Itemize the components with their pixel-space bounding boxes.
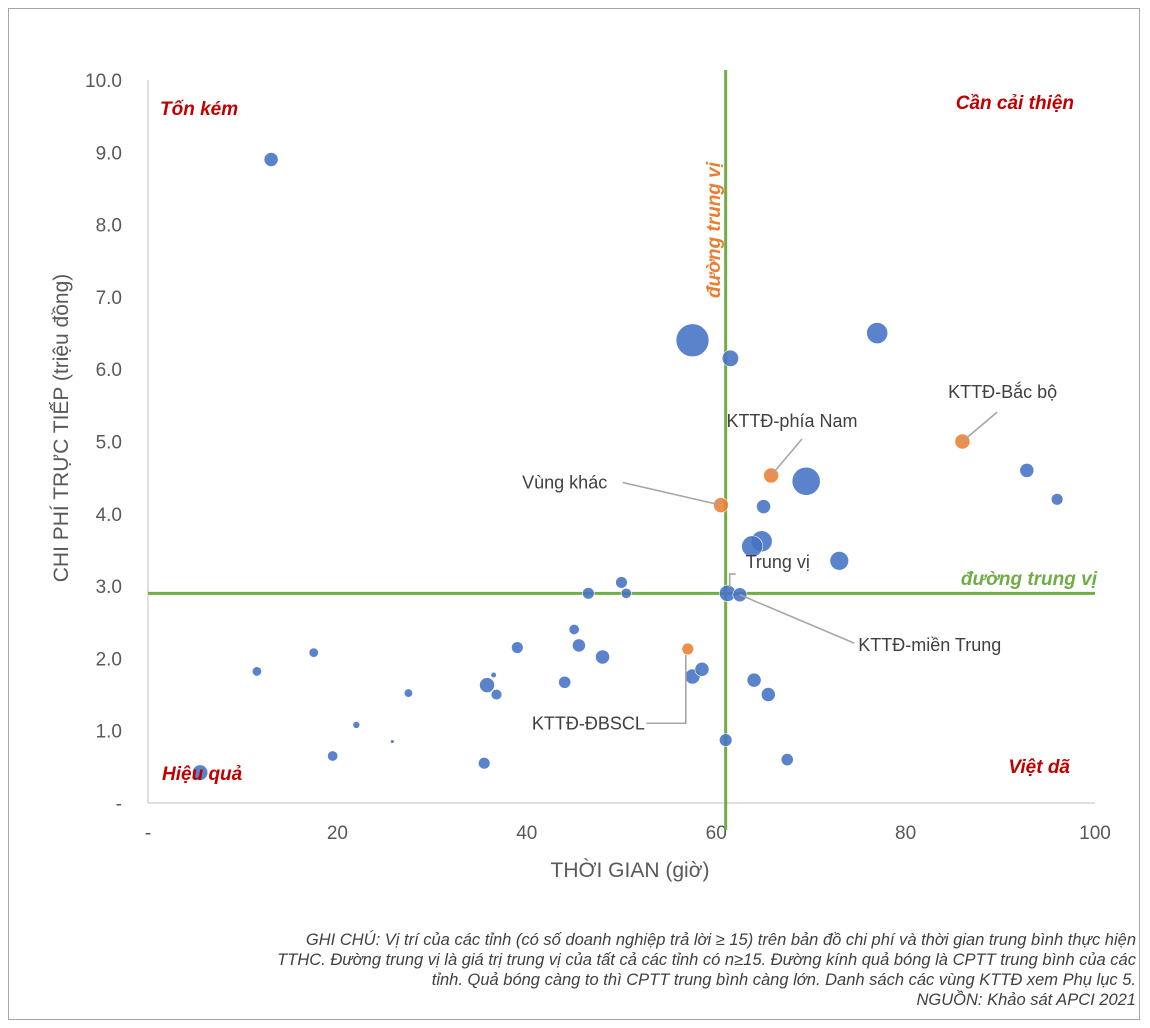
bubble <box>595 649 610 665</box>
annotation-label: Trung vị <box>746 552 810 572</box>
annotations: KTTĐ-Bắc bộ KTTĐ-phía Nam Vùng khác Trung v… <box>522 381 1057 733</box>
bubble <box>479 677 495 693</box>
bubble <box>719 733 733 747</box>
y-tick-label: - <box>116 794 122 815</box>
footnote-line-2: TTHC. Đường trung vị là giá trị trung vị… <box>277 951 1136 969</box>
bubble <box>478 757 491 770</box>
footnote: GHI CHÚ: Vị trí của các tỉnh (có số doan… <box>36 930 1136 1010</box>
median-label-horizontal: đường trung vị <box>961 569 1098 590</box>
bubble <box>756 499 771 514</box>
bubble <box>791 466 821 496</box>
bubble <box>263 152 279 167</box>
annotation-label: Vùng khác <box>522 472 607 492</box>
bubble <box>746 672 762 688</box>
y-tick-label: 8.0 <box>96 216 122 237</box>
footnote-line-4: NGUỒN: Khảo sát APCI 2021 <box>916 991 1137 1009</box>
y-tick-label: 2.0 <box>96 649 122 670</box>
bubble <box>490 671 497 679</box>
bubble <box>327 750 339 762</box>
annotation-label: KTTĐ-ĐBSCL <box>532 713 645 733</box>
bubble <box>192 764 209 781</box>
annotation-leader-line <box>739 594 855 644</box>
bubble <box>352 721 361 729</box>
quadrant-label-bottom-right: Việt dã <box>1008 757 1070 778</box>
bubble <box>1019 463 1035 478</box>
annotation-leader-line <box>728 573 736 588</box>
bubble <box>741 535 764 558</box>
bubble <box>572 638 586 653</box>
annotation-leader-line <box>646 655 687 725</box>
x-tick-label: 100 <box>1079 823 1111 844</box>
bubble <box>615 576 628 589</box>
bubble <box>403 688 413 698</box>
x-tick-label: 60 <box>706 823 727 844</box>
x-axis-title: THỜI GIAN (giờ) <box>551 859 710 882</box>
bubble <box>620 587 632 599</box>
bubble <box>511 641 524 654</box>
bubble <box>251 666 262 677</box>
axes: - 20 40 60 80 100 - 1.0 2.0 3.0 4.0 5.0 6.0 7.0 8.0 9.0… <box>85 71 1111 844</box>
bubble <box>568 624 580 635</box>
bubble <box>675 323 710 358</box>
x-tick-label: - <box>145 823 151 844</box>
annotation-label: KTTĐ-Bắc bộ <box>948 381 1057 402</box>
quadrant-label-top-left: Tốn kém <box>160 99 238 120</box>
y-axis-title: CHI PHÍ TRỰC TIẾP (triệu đồng) <box>50 274 73 583</box>
footnote-line-3: tỉnh. Quả bóng càng to thì CPTT trung bì… <box>431 971 1136 989</box>
bubble <box>558 675 572 689</box>
y-tick-label: 10.0 <box>85 71 122 92</box>
annotation-leader-line <box>770 438 803 476</box>
bubble <box>694 661 710 677</box>
quadrant-label-bottom-left: Hiệu quả <box>162 764 243 785</box>
y-tick-label: 6.0 <box>96 360 122 381</box>
bubble <box>829 551 850 571</box>
x-tick-label: 40 <box>516 823 537 844</box>
annotation-label: KTTĐ-phía Nam <box>726 411 857 431</box>
bubble <box>1050 493 1064 506</box>
annotation-label: KTTĐ-miền Trung <box>858 635 1001 655</box>
y-tick-label: 1.0 <box>96 722 122 743</box>
y-tick-label: 4.0 <box>96 505 122 526</box>
bubble <box>780 753 794 767</box>
bubble <box>390 739 395 744</box>
annotation-leader-line <box>622 481 722 506</box>
x-tick-label: 80 <box>895 823 916 844</box>
bubble <box>721 349 739 367</box>
quadrant-label-top-right: Cần cải thiện <box>956 93 1074 114</box>
bubble <box>308 647 319 658</box>
bubble <box>490 688 503 701</box>
bubble <box>866 322 889 344</box>
y-tick-label: 9.0 <box>96 143 122 164</box>
chart-frame <box>8 8 1140 1020</box>
bubble <box>681 642 694 656</box>
x-tick-label: 20 <box>327 823 348 844</box>
y-tick-label: 5.0 <box>96 433 122 454</box>
y-tick-label: 7.0 <box>96 288 122 309</box>
chart-labels: Tốn kém Cần cải thiện Hiệu quả Việt dã đ… <box>50 93 1098 882</box>
footnote-line-1: GHI CHÚ: Vị trí của các tỉnh (có số doan… <box>305 931 1136 949</box>
bubble <box>760 687 776 702</box>
bubble <box>582 587 595 600</box>
annotation-leader-line <box>961 411 998 443</box>
bubbles <box>192 152 1064 781</box>
y-tick-label: 3.0 <box>96 577 122 598</box>
median-label-vertical: đường trung vị <box>704 161 725 298</box>
